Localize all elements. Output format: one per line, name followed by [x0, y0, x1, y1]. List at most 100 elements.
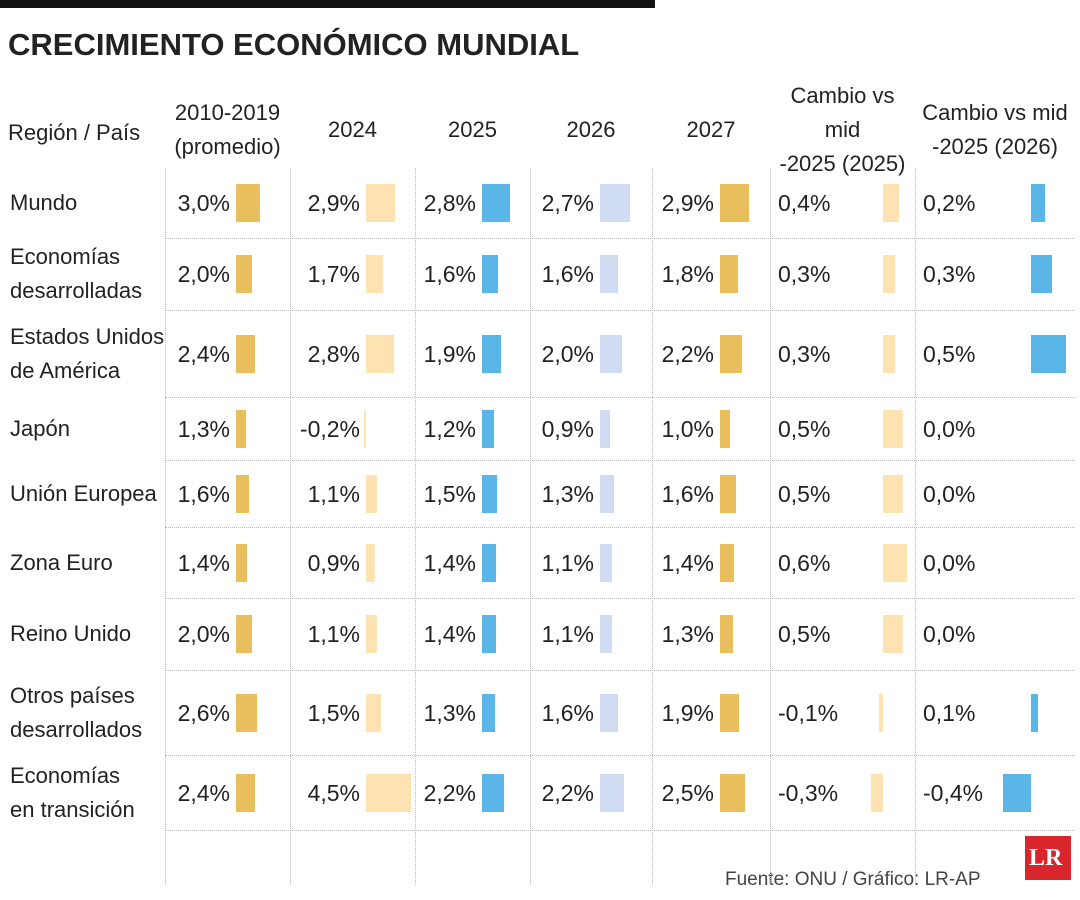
value-label: 0,0%: [923, 480, 976, 507]
row-label: Otros países desarrollados: [10, 682, 143, 742]
data-bar: [600, 409, 610, 448]
data-bar: [879, 693, 883, 732]
value-label: 1,5%: [423, 480, 476, 507]
data-bar: [236, 773, 256, 812]
title: CRECIMIENTO ECONÓMICO MUNDIAL: [8, 27, 580, 62]
column-header: 2010-2019 (promedio): [174, 100, 281, 159]
value-label: 2,0%: [177, 621, 230, 647]
data-bar: [883, 615, 903, 653]
value-label: 1,1%: [307, 621, 360, 647]
value-label: 2,4%: [177, 340, 230, 367]
value-label: 1,6%: [423, 261, 476, 287]
data-bar: [720, 334, 742, 373]
value-label: 0,3%: [778, 340, 831, 367]
data-bar: [482, 255, 498, 293]
row-separator: [165, 527, 1075, 528]
row-separator: [165, 830, 1075, 831]
column-separator: [652, 168, 653, 885]
data-bar: [720, 693, 739, 732]
data-bar: [883, 255, 895, 293]
value-label: 2,4%: [177, 779, 230, 806]
value-label: 1,8%: [661, 261, 714, 287]
data-bar: [236, 474, 249, 513]
column-header: 2024: [328, 117, 377, 142]
data-bar: [871, 773, 883, 812]
data-bar: [366, 615, 377, 653]
value-label: 1,7%: [307, 261, 360, 287]
data-bar: [1031, 334, 1066, 373]
data-bar: [366, 543, 375, 582]
data-bar: [482, 773, 504, 812]
data-bar: [600, 543, 613, 582]
data-bar: [720, 474, 736, 513]
row-label: Estados Unidos de América: [10, 323, 165, 383]
value-label: 0,0%: [923, 621, 976, 647]
value-label: 1,3%: [177, 415, 230, 442]
top-bar: [0, 0, 655, 8]
column-header: Cambio vs mid -2025 (2025): [779, 83, 906, 176]
data-bar: [1031, 184, 1045, 222]
value-label: 0,5%: [778, 480, 831, 507]
data-bar: [720, 773, 745, 812]
value-label: 1,4%: [423, 621, 476, 647]
value-label: -0,1%: [778, 699, 839, 726]
column-header: 2025: [448, 117, 497, 142]
data-bar: [366, 773, 411, 812]
column-separator: [165, 168, 166, 885]
value-label: 0,9%: [541, 415, 594, 442]
logo: [1025, 836, 1071, 880]
data-bar: [1031, 255, 1052, 293]
source: Fuente: ONU / Gráfico: LR-AP: [725, 869, 981, 890]
value-label: 1,3%: [423, 699, 476, 726]
value-label: 2,2%: [423, 779, 476, 806]
value-label: -0,2%: [299, 415, 360, 442]
value-label: 2,0%: [541, 340, 594, 367]
value-label: -0,3%: [778, 779, 839, 806]
row-separator: [165, 598, 1075, 599]
data-bar: [366, 474, 377, 513]
value-label: 0,1%: [923, 699, 976, 726]
value-label: 1,9%: [661, 699, 714, 726]
row-separator: [165, 397, 1075, 398]
data-bar: [720, 543, 734, 582]
value-label: 0,5%: [923, 340, 976, 367]
value-label: 0,3%: [923, 261, 976, 287]
value-label: 1,4%: [177, 549, 230, 576]
row-separator: [165, 670, 1075, 671]
data-bar: [883, 334, 895, 373]
value-label: 2,8%: [307, 340, 360, 367]
value-label: 0,0%: [923, 549, 976, 576]
data-bar: [883, 184, 899, 222]
value-label: 0,6%: [778, 549, 831, 576]
data-bar: [366, 693, 381, 732]
data-bar: [1031, 693, 1038, 732]
data-bar: [366, 255, 383, 293]
column-separator: [530, 168, 531, 885]
column-separator: [290, 168, 291, 885]
value-label: 2,0%: [177, 261, 230, 287]
data-bar: [720, 409, 730, 448]
data-bar: [236, 255, 252, 293]
value-label: 2,5%: [661, 779, 714, 806]
row-label: Reino Unido: [10, 621, 132, 646]
data-bar: [236, 693, 257, 732]
data-bar: [482, 693, 495, 732]
column-header: 2026: [566, 117, 616, 142]
column-header: Cambio vs mid -2025 (2026): [922, 100, 1068, 159]
row-label: Economías en transición: [10, 762, 135, 822]
column-separator: [770, 168, 771, 885]
value-label: 1,5%: [307, 699, 360, 726]
data-bar: [236, 615, 252, 653]
data-bar: [600, 255, 618, 293]
value-label: 0,3%: [778, 261, 831, 287]
value-label: 2,9%: [661, 190, 714, 216]
data-bar: [883, 409, 903, 448]
value-label: 0,0%: [923, 415, 976, 442]
data-bar: [600, 474, 615, 513]
logo-text: LR: [1029, 845, 1063, 871]
value-label: 1,4%: [661, 549, 714, 576]
data-bar: [236, 409, 247, 448]
value-label: 1,3%: [541, 480, 594, 507]
data-bar: [600, 693, 618, 732]
